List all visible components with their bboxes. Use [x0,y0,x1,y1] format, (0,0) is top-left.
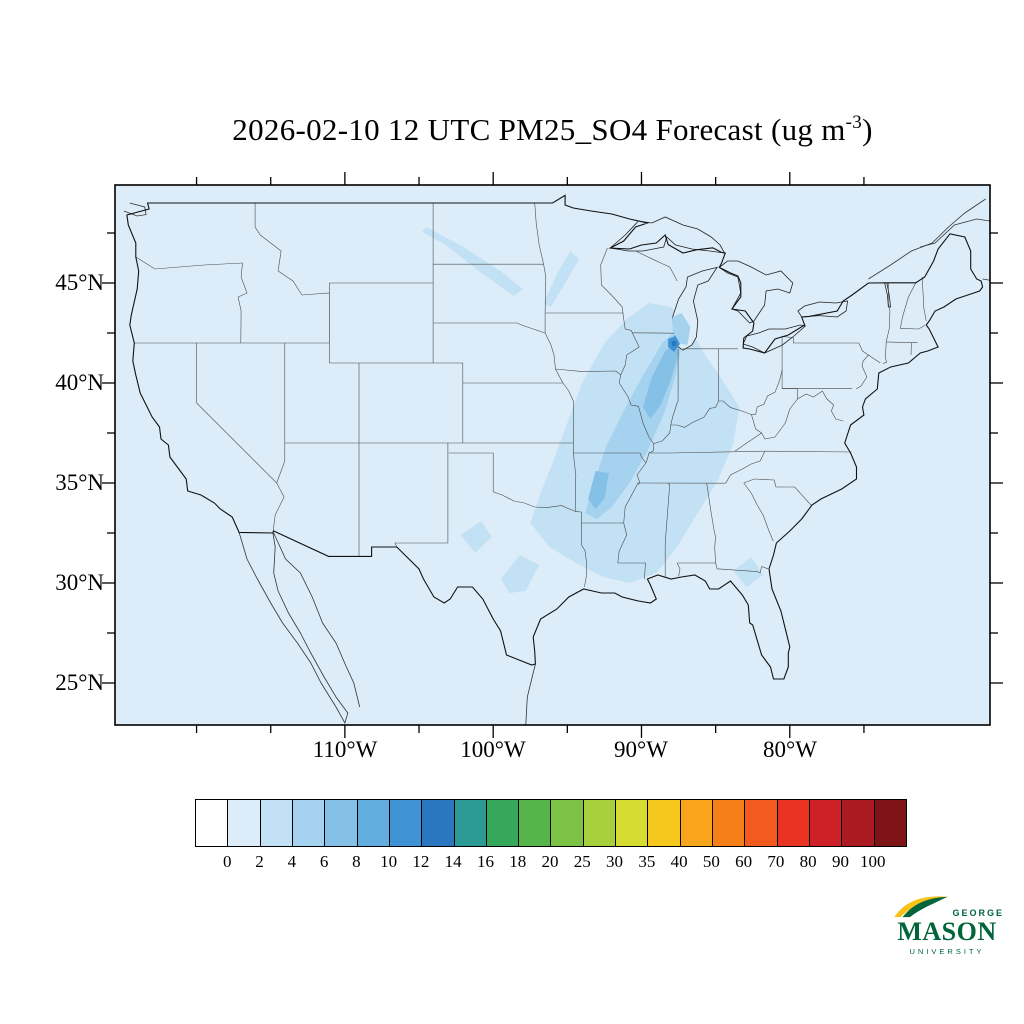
colorbar-tick-label: 70 [767,852,785,871]
colorbar-cell [259,800,292,846]
colorbar-cell [841,800,874,846]
colorbar-cell [873,800,906,846]
colorbar-tick-label: 16 [476,852,494,871]
colorbar-tick-label: 0 [223,852,232,871]
title-superscript: -3 [845,112,863,133]
title-main: 2026-02-10 12 UTC PM25_SO4 Forecast (ug … [232,112,846,147]
colorbar-cell [356,800,389,846]
colorbar-cell [291,800,325,846]
map-frame [114,184,991,726]
colorbar-tick-label: 20 [541,852,559,871]
colorbar-cell [647,800,680,846]
colorbar-tick-label: 35 [638,852,656,871]
colorbar-tick-label: 90 [831,852,849,871]
map-background [115,185,990,725]
gmu-leaf-icon [894,896,949,918]
lat-tick-label: 30°N [55,570,104,595]
lon-tick-label: 100°W [460,737,526,762]
colorbar-cell [776,800,809,846]
colorbar-cell [679,800,712,846]
gmu-george-text: GEORGE [952,908,1004,918]
colorbar-cell [550,800,583,846]
colorbar-cell [227,800,260,846]
colorbar-tick-label: 40 [670,852,688,871]
colorbar-tick-label: 100 [859,852,886,871]
lon-tick-label: 90°W [614,737,668,762]
colorbar-tick-label: 8 [352,852,361,871]
lat-tick-label: 45°N [55,270,104,295]
colorbar-cell [453,800,486,846]
colorbar-cell [421,800,454,846]
colorbar-tick-label: 80 [799,852,817,871]
colorbar-tick-label: 12 [412,852,430,871]
colorbar-tick-label: 60 [735,852,753,871]
gmu-logo-top: GEORGE [888,892,1006,918]
colorbar-tick-label: 10 [380,852,398,871]
colorbar-labels: 0 2 4 6 8 10 12 14 16 18 20 25 30 35 40 50 60 70 80 90 100 [195,852,905,874]
colorbar-cell [615,800,648,846]
colorbar-tick-label: 18 [509,852,527,871]
colorbar-tick-label: 4 [287,852,297,871]
extra-coastlines-layer [123,198,990,725]
colorbar-tick-label: 6 [319,852,329,871]
colorbar-cell [324,800,357,846]
tick-marks [102,172,1003,738]
lat-tick-label: 35°N [55,470,104,495]
colorbar-cell [518,800,551,846]
title-suffix: ) [862,112,873,147]
concentration-hotspots [668,313,691,352]
colorbar-tick-label: 14 [444,852,462,871]
lon-tick-label: 110°W [312,737,378,762]
lat-tick-label: 40°N [55,370,104,395]
concentration-layer [422,227,764,593]
colorbar-tick-label: 50 [702,852,720,871]
colorbar-cell [808,800,842,846]
us-outline [126,194,984,680]
colorbar-cell [712,800,745,846]
colorbar-tick-label: 30 [606,852,624,871]
lon-tick-label: 80°W [763,737,817,762]
colorbar-cell [388,800,422,846]
gmu-mason-text: MASON [897,917,997,946]
colorbar-cell [744,800,777,846]
colorbar-tick-label: 2 [255,852,264,871]
colorbar-cell [485,800,519,846]
colorbar-tick-label: 25 [573,852,591,871]
lat-tick-label: 25°N [55,670,104,695]
figure-title: 2026-02-10 12 UTC PM25_SO4 Forecast (ug … [115,112,990,148]
colorbar-cell [196,800,228,846]
gmu-logo: GEORGE MASON UNIVERSITY [888,892,1006,956]
state-borders-layer [134,202,927,588]
colorbar-cell [582,800,616,846]
map-layers [115,185,990,725]
colorbar [195,799,907,847]
gmu-university-text: UNIVERSITY [909,947,985,956]
